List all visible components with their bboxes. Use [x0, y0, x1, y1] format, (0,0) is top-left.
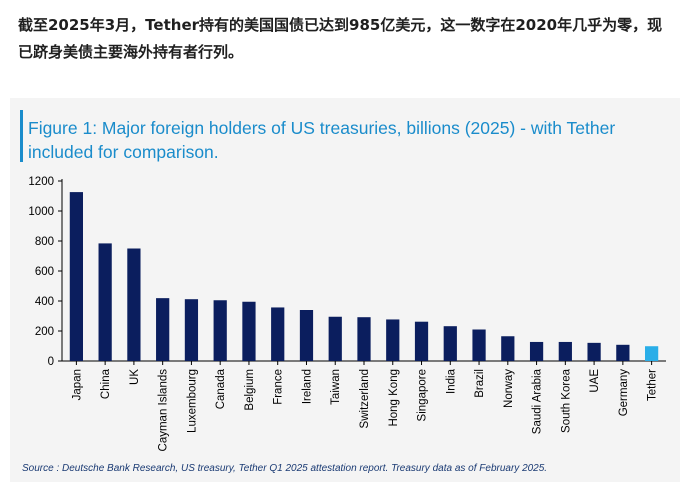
y-tick-label: 200 — [35, 326, 54, 338]
bar-germany — [616, 344, 630, 361]
bar-uk — [127, 248, 141, 361]
x-tick-label: Norway — [503, 369, 515, 408]
x-tick-label: Belgium — [244, 369, 256, 411]
intro-paragraph: 截至2025年3月，Tether持有的美国国债已达到985亿美元，这一数字在20… — [18, 16, 663, 61]
y-tick-label: 600 — [35, 266, 54, 278]
bar-taiwan — [328, 316, 342, 361]
y-tick-label: 1200 — [28, 176, 54, 188]
x-tick-label: Tether — [647, 369, 659, 401]
bar-brazil — [472, 329, 486, 361]
bar-south-korea — [558, 341, 572, 361]
bar-cayman-islands — [156, 298, 170, 361]
bar-singapore — [414, 321, 429, 361]
bar-tether — [645, 346, 659, 361]
y-tick-label: 1000 — [28, 206, 54, 218]
x-tick-label: Japan — [71, 369, 83, 400]
x-tick-label: Hong Kong — [388, 369, 400, 427]
x-tick-label: China — [100, 368, 112, 399]
x-tick-label: UAE — [589, 369, 601, 393]
bar-france — [271, 307, 285, 361]
y-tick-label: 400 — [35, 296, 54, 308]
y-tick-label: 800 — [35, 236, 54, 248]
x-tick-label: South Korea — [560, 368, 572, 433]
bar-belgium — [242, 301, 256, 361]
x-tick-label: Brazil — [474, 369, 486, 398]
x-tick-label: UK — [129, 369, 141, 385]
bar-saudi-arabia — [529, 341, 544, 361]
x-tick-label: Germany — [618, 369, 630, 417]
source-note: Source : Deutsche Bank Research, US trea… — [22, 463, 548, 474]
bar-canada — [213, 300, 227, 361]
x-tick-label: Taiwan — [330, 369, 342, 405]
x-tick-label: Saudi Arabia — [532, 368, 544, 434]
bar-hong-kong — [386, 319, 400, 361]
figure-card — [10, 98, 680, 482]
x-tick-label: Cayman Islands — [158, 369, 170, 452]
x-tick-label: India — [445, 368, 457, 394]
bar-uae — [587, 342, 601, 361]
x-tick-label: Ireland — [301, 369, 313, 404]
bar-china — [98, 243, 112, 361]
x-tick-label: Luxembourg — [186, 369, 198, 433]
x-tick-label: France — [273, 369, 285, 405]
bar-india — [443, 326, 457, 361]
title-accent-bar — [20, 110, 23, 162]
x-tick-label: Switzerland — [359, 369, 371, 428]
y-tick-label: 0 — [48, 356, 54, 368]
bar-japan — [69, 192, 83, 361]
x-tick-label: Canada — [215, 368, 227, 409]
bar-norway — [501, 336, 515, 361]
bar-luxembourg — [184, 299, 199, 361]
bar-switzerland — [357, 317, 371, 361]
bar-ireland — [299, 310, 314, 361]
figure-title: Figure 1: Major foreign holders of US tr… — [28, 118, 616, 162]
x-tick-label: Singapore — [417, 369, 429, 421]
